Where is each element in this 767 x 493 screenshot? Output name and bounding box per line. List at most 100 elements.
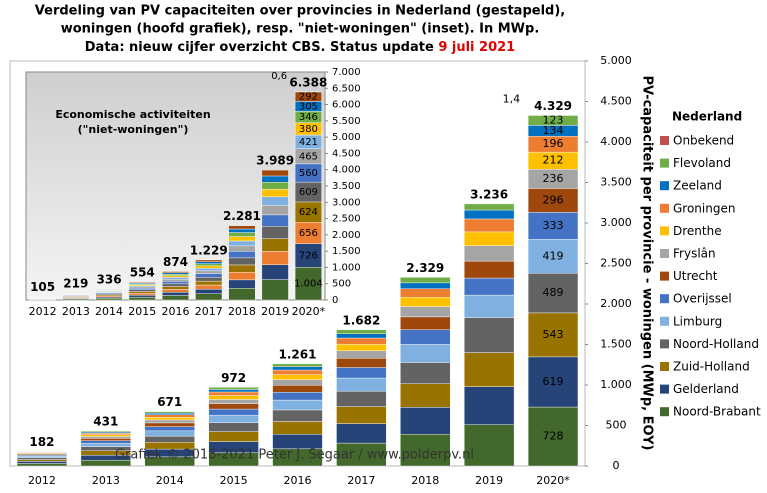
bar-segment [400, 383, 451, 408]
data-label: 560 [299, 168, 318, 179]
bar-segment [208, 403, 259, 410]
bar-segment [272, 379, 323, 386]
bar-segment [228, 240, 256, 247]
bar-segment [336, 333, 387, 339]
y-tick-label: 2.000 [600, 297, 632, 310]
data-label: 123 [543, 113, 564, 126]
bar-segment [162, 292, 189, 296]
total-label: 6.388 [289, 75, 327, 89]
bar-segment [336, 329, 387, 334]
data-label: 419 [543, 249, 564, 262]
legend-label: Zuid-Holland [673, 360, 750, 374]
title-line: woningen (hoofd grafiek), resp. "niet-wo… [61, 22, 540, 37]
x-tick-label: 2019 [261, 305, 289, 318]
total-label: 554 [130, 265, 155, 279]
bar-segment [261, 226, 289, 239]
bar-segment [208, 414, 259, 423]
legend-swatch [660, 339, 669, 349]
y-tick-label: 500 [332, 279, 351, 290]
y-tick-label: 0 [332, 295, 338, 306]
data-label: 292 [299, 92, 318, 103]
total-label: 671 [157, 395, 182, 409]
data-label: 346 [299, 112, 318, 123]
bar-segment [162, 279, 189, 282]
data-label: 305 [299, 101, 318, 112]
bar-segment [261, 175, 289, 183]
legend-label: Flevoland [673, 156, 731, 170]
legend-label: Noord-Brabant [673, 405, 761, 419]
y-tick-label: 1.500 [600, 338, 632, 351]
legend-label: Zeeland [673, 179, 722, 193]
bar-segment [16, 463, 68, 467]
bar-segment [527, 406, 579, 467]
bar-segment [162, 271, 189, 273]
bar-segment [294, 267, 322, 301]
data-label: 296 [543, 193, 564, 206]
y-tick-label: 500 [606, 419, 627, 432]
bar-segment [464, 209, 515, 220]
bar-segment [208, 431, 259, 442]
x-tick-label: 2013 [62, 305, 90, 318]
bar-segment [144, 422, 195, 427]
y-tick-label: 4.500 [600, 95, 632, 108]
title-date: 9 juli 2021 [438, 40, 515, 55]
bar-segment [336, 377, 387, 392]
bar-segment [400, 282, 451, 289]
total-label: 182 [29, 435, 54, 449]
bar-segment [128, 296, 156, 301]
bar-segment [464, 386, 515, 425]
bar-segment [400, 288, 451, 298]
bar-segment [95, 298, 123, 301]
bar-segment [16, 461, 68, 464]
bar-segment [261, 169, 289, 177]
bar-segment [228, 279, 256, 289]
bar-segment [208, 387, 259, 390]
bar-segment [162, 286, 189, 290]
x-tick-label: 2018 [228, 305, 256, 318]
bar-segment [261, 279, 289, 301]
data-label: 236 [543, 172, 564, 185]
bar-segment [80, 432, 131, 435]
bar-segment [400, 297, 451, 307]
y-tick-label: 3.000 [332, 197, 361, 208]
data-label: 134 [543, 124, 564, 137]
bar-segment [195, 261, 223, 264]
bar-segment [208, 395, 259, 400]
bar-segment [16, 459, 68, 462]
bar-segment [128, 291, 156, 294]
x-tick-label: 2015 [220, 474, 248, 487]
y-tick-label: 6.000 [332, 100, 361, 111]
bar-segment [336, 367, 387, 379]
legend-swatch [660, 294, 669, 304]
bar-segment [400, 434, 451, 467]
legend-label: Noord-Holland [673, 337, 759, 351]
data-label: 212 [543, 154, 564, 167]
data-label: 543 [543, 328, 564, 341]
bar-segment [80, 430, 131, 433]
y-tick-label: 1.500 [332, 246, 361, 257]
data-label: 489 [543, 286, 564, 299]
title-line: Data: nieuw cijfer overzicht CBS. Status… [85, 40, 515, 55]
legend-label: Drenthe [673, 224, 722, 238]
bar-segment [144, 414, 195, 418]
data-label: 1.004 [294, 279, 323, 290]
bar-segment [80, 436, 131, 439]
legend-title: Nederland [672, 110, 742, 124]
bar-segment [400, 277, 451, 284]
bar-segment [208, 408, 259, 416]
bar-segment [336, 358, 387, 368]
x-tick-label: 2017 [195, 305, 223, 318]
bar-segment [272, 366, 323, 371]
bar-segment [464, 424, 515, 467]
bar-segment [195, 263, 223, 267]
bar-segment [162, 275, 189, 278]
data-label: 619 [543, 375, 564, 388]
bar-segment [400, 329, 451, 345]
bar-segment [80, 440, 131, 444]
data-label: 421 [299, 137, 318, 148]
total-label: 3.236 [470, 187, 508, 201]
bar-segment [208, 399, 259, 404]
bar-segment [261, 181, 289, 190]
y-tick-label: 1.000 [332, 262, 361, 273]
